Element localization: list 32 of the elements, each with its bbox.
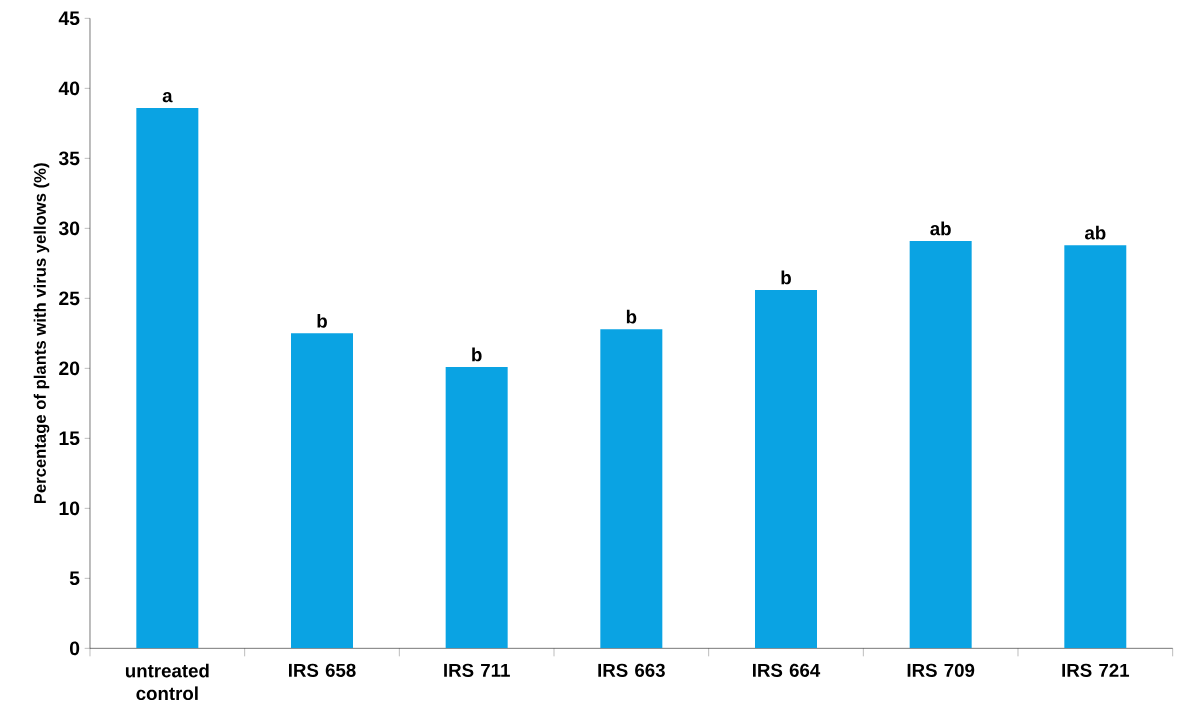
annotation: a [162, 92, 173, 103]
y-tick-label: 5 [69, 571, 80, 586]
annotation: ab [930, 221, 951, 236]
y-tick-label: 45 [58, 11, 80, 26]
bar [909, 240, 972, 649]
bar [445, 366, 508, 649]
x-tick-label: IRS 664 [753, 663, 821, 677]
x-tick-label: untreated control [125, 663, 209, 701]
x-tick-label: IRS 711 [444, 663, 510, 677]
y-tick-label: 30 [58, 221, 80, 236]
annotation: b [781, 270, 791, 285]
x-tick-label: IRS 658 [289, 663, 356, 677]
annotation: ab [1084, 225, 1106, 240]
x-tick-label: IRS 709 [907, 663, 975, 677]
annotation: b [626, 309, 637, 324]
y-tick-label: 0 [69, 641, 80, 656]
y-tick-label: 10 [59, 501, 80, 516]
bar [600, 329, 663, 649]
y-tick-label: 15 [59, 431, 80, 446]
y-axis-title: Percentage of plants with virus yellows (%) [33, 163, 50, 504]
annotation: b [472, 347, 482, 362]
y-tick-label: 40 [58, 81, 80, 96]
bar [755, 289, 817, 649]
y-tick-label: 20 [59, 361, 80, 376]
y-tick-label: 25 [59, 291, 80, 306]
y-tick-label: 35 [58, 151, 80, 166]
annotation: b [317, 314, 327, 328]
bar [1064, 245, 1127, 649]
x-tick-label: IRS 721 [1062, 663, 1130, 677]
x-tick-label: IRS 663 [598, 663, 665, 677]
bar [136, 107, 199, 649]
bar [291, 333, 353, 649]
